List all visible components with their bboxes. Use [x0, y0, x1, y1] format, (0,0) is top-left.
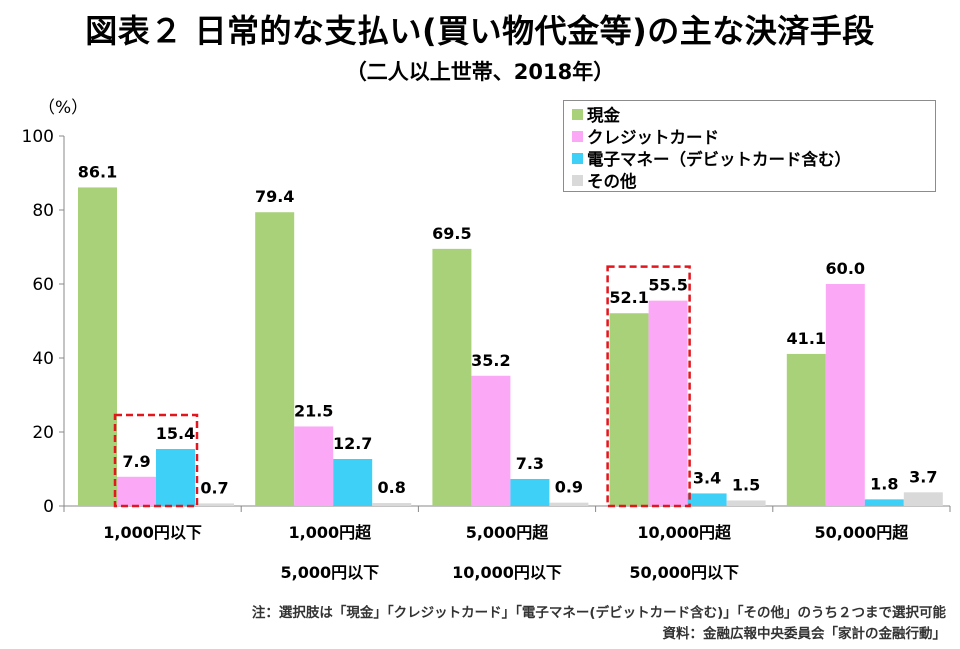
- y-axis-unit: （%）: [38, 98, 89, 118]
- bar: [471, 375, 511, 506]
- bar: [117, 476, 156, 506]
- bar: [786, 353, 826, 506]
- bar: [255, 212, 295, 506]
- bar: [156, 449, 195, 506]
- bar: [609, 313, 649, 506]
- data-label: 55.5: [648, 276, 687, 295]
- bar: [726, 500, 766, 506]
- legend-swatch-credit-card: [572, 130, 583, 142]
- bar: [549, 502, 589, 506]
- legend-item-e-money: 電子マネー（デビットカード含む）: [572, 147, 935, 169]
- data-label: 7.3: [516, 454, 544, 473]
- highlight-box: [606, 265, 691, 508]
- bar: [687, 493, 727, 506]
- x-category-label: 50,000円超: [815, 523, 910, 542]
- legend-swatch-cash: [572, 108, 583, 120]
- x-category-label-line2: 50,000円以下: [629, 563, 739, 582]
- data-label: 3.4: [693, 468, 721, 487]
- source-note: 資料：金融広報中央委員会「家計の金融行動」: [662, 626, 947, 642]
- data-label: 0.8: [378, 478, 406, 497]
- bar: [294, 426, 334, 506]
- data-label: 52.1: [609, 288, 648, 307]
- data-label: 21.5: [294, 401, 333, 420]
- data-label: 86.1: [78, 162, 117, 181]
- legend-label-e-money: 電子マネー（デビットカード含む）: [587, 150, 851, 169]
- x-category-label: 1,000円以下: [103, 523, 202, 542]
- y-tick-label: 100: [22, 127, 54, 147]
- data-label: 1.8: [870, 474, 898, 493]
- bar: [825, 284, 865, 506]
- data-label: 0.7: [200, 478, 228, 497]
- data-label: 60.0: [826, 259, 865, 278]
- y-tick-label: 40: [32, 349, 54, 369]
- y-tick-label: 60: [32, 275, 54, 295]
- data-label: 12.7: [333, 434, 372, 453]
- data-label: 69.5: [432, 224, 471, 243]
- legend: 現金 クレジットカード 電子マネー（デビットカード含む） その他: [563, 100, 936, 192]
- legend-item-credit-card: クレジットカード: [572, 125, 935, 147]
- bar: [195, 503, 234, 506]
- bar: [372, 503, 412, 506]
- legend-item-cash: 現金: [572, 103, 935, 125]
- bar: [432, 248, 472, 506]
- bar: [903, 492, 943, 506]
- data-label: 15.4: [156, 424, 195, 443]
- y-tick-label: 80: [32, 201, 54, 221]
- legend-label-other: その他: [587, 172, 637, 191]
- data-label: 79.4: [255, 187, 294, 206]
- legend-swatch-e-money: [572, 152, 583, 164]
- footnote: 注：選択肢は「現金」「クレジットカード」「電子マネー(デビットカード含む)」「そ…: [251, 605, 946, 621]
- data-label: 41.1: [787, 329, 826, 348]
- bar: [864, 499, 904, 506]
- bar: [510, 478, 550, 506]
- legend-label-credit-card: クレジットカード: [587, 128, 719, 147]
- y-tick-label: 0: [43, 497, 54, 517]
- x-category-label: 10,000円超: [637, 523, 732, 542]
- highlight-box: [113, 413, 199, 508]
- data-label: 3.7: [909, 467, 937, 486]
- x-category-label-line2: 10,000円以下: [452, 563, 562, 582]
- legend-label-cash: 現金: [587, 106, 620, 125]
- legend-swatch-other: [572, 174, 583, 186]
- x-category-label: 1,000円超: [288, 523, 372, 542]
- chart-subtitle: （二人以上世帯、2018年）: [345, 60, 615, 84]
- bar: [333, 459, 373, 506]
- data-label: 1.5: [732, 475, 760, 494]
- data-label: 0.9: [555, 478, 583, 497]
- chart-title: 図表２ 日常的な支払い(買い物代金等)の主な決済手段: [85, 12, 875, 50]
- x-category-label: 5,000円超: [466, 523, 550, 542]
- legend-item-other: その他: [572, 169, 935, 191]
- bar: [648, 300, 688, 506]
- y-tick-label: 20: [32, 423, 54, 443]
- bar: [78, 187, 117, 506]
- x-category-label-line2: 5,000円以下: [280, 563, 379, 582]
- data-label: 35.2: [471, 351, 510, 370]
- data-label: 7.9: [122, 452, 150, 471]
